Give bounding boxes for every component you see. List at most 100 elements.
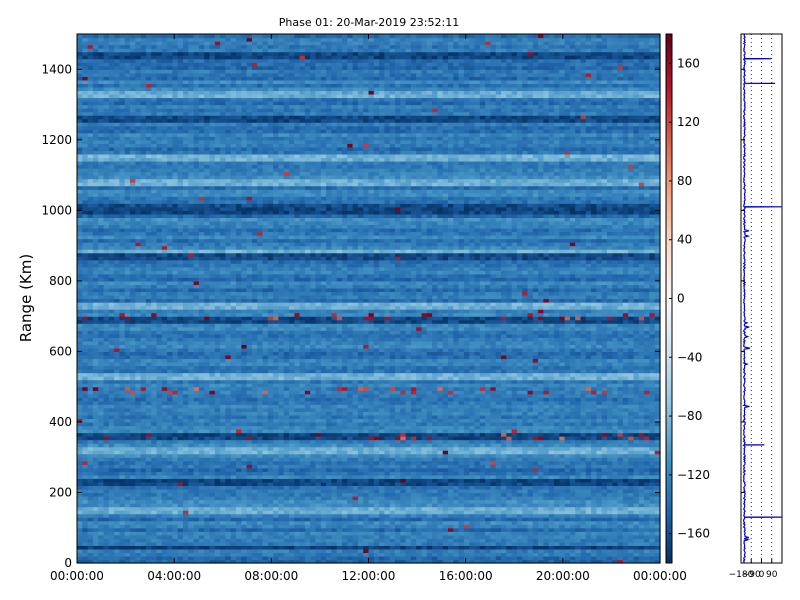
heatmap-cell — [210, 549, 216, 553]
heatmap-cell — [93, 478, 99, 482]
heatmap-cell — [602, 482, 608, 486]
heatmap-cell — [321, 447, 327, 451]
heatmap-cell — [649, 461, 655, 465]
heatmap-cell — [284, 507, 290, 511]
heatmap-cell — [162, 433, 168, 437]
heatmap-cell — [506, 528, 512, 532]
heatmap-cell — [88, 443, 94, 447]
heatmap-cell — [135, 457, 141, 461]
heatmap-cell — [204, 531, 210, 535]
heatmap-cell — [464, 450, 470, 454]
heatmap-cell — [639, 425, 645, 429]
heatmap-cell — [300, 404, 306, 408]
heatmap-cell — [618, 552, 624, 556]
heatmap-cell — [220, 475, 226, 479]
heatmap-cell — [559, 464, 565, 468]
heatmap-cell — [247, 408, 253, 412]
heatmap-cell — [443, 471, 449, 475]
heatmap-cell — [294, 443, 300, 447]
heatmap-cell — [98, 492, 104, 496]
heatmap-cell — [278, 478, 284, 482]
heatmap-cell — [581, 443, 587, 447]
heatmap-cell — [634, 475, 640, 479]
heatmap-cell — [146, 489, 152, 493]
heatmap-cell — [231, 450, 237, 454]
heatmap-cell — [88, 514, 94, 518]
heatmap-cell — [278, 538, 284, 542]
heatmap-cell — [130, 422, 136, 426]
heatmap-cell — [284, 450, 290, 454]
heatmap-cell — [347, 549, 353, 553]
heatmap-cell — [273, 500, 279, 504]
heatmap-cell — [517, 514, 523, 518]
heatmap-cell — [379, 500, 385, 504]
heatmap-cell — [310, 415, 316, 419]
heatmap-cell — [231, 492, 237, 496]
heatmap-cell — [268, 461, 274, 465]
heatmap-cell — [146, 517, 152, 521]
heatmap-cell — [88, 485, 94, 489]
heatmap-cell — [533, 457, 539, 461]
heatmap-cell — [374, 514, 380, 518]
heatmap-cell — [135, 415, 141, 419]
heatmap-cell — [104, 401, 110, 405]
heatmap-cell — [522, 489, 528, 493]
heatmap-cell — [395, 489, 401, 493]
heatmap-cell — [448, 545, 454, 549]
heatmap-cell — [98, 500, 104, 504]
heatmap-cell — [374, 478, 380, 482]
heatmap-cell — [278, 492, 284, 496]
heatmap-cell — [125, 549, 131, 553]
heatmap-cell — [172, 478, 178, 482]
heatmap-cell — [220, 436, 226, 440]
heatmap-cell — [257, 514, 263, 518]
heatmap-cell — [157, 542, 163, 546]
heatmap-cell — [559, 457, 565, 461]
heatmap-cell — [581, 500, 587, 504]
heatmap-cell — [146, 418, 152, 422]
heatmap-cell — [591, 531, 597, 535]
heatmap-cell — [263, 514, 269, 518]
heatmap-cell — [273, 440, 279, 444]
heatmap-cell — [596, 507, 602, 511]
heatmap-cell — [236, 535, 242, 539]
heatmap-cell — [241, 450, 247, 454]
heatmap-cell — [612, 475, 618, 479]
heatmap-cell — [172, 443, 178, 447]
heatmap-cell — [151, 425, 157, 429]
heatmap-cell — [575, 524, 581, 528]
heatmap-cell — [151, 447, 157, 451]
heatmap-cell — [215, 496, 221, 500]
heatmap-cell — [316, 514, 322, 518]
heatmap-cell — [469, 514, 475, 518]
heatmap-cell — [188, 443, 194, 447]
heatmap-cell — [104, 496, 110, 500]
heatmap-cell — [257, 489, 263, 493]
heatmap-cell — [353, 464, 359, 468]
heatmap-cell — [554, 471, 560, 475]
heatmap-cell — [649, 496, 655, 500]
heatmap-cell — [596, 475, 602, 479]
heatmap-cell — [130, 531, 136, 535]
heatmap-cell — [342, 461, 348, 465]
heatmap-cell — [210, 517, 216, 521]
heatmap-cell — [437, 545, 443, 549]
heatmap-cell — [183, 500, 189, 504]
heatmap-cell — [411, 507, 417, 511]
heatmap-cell — [151, 556, 157, 560]
heatmap-cell — [634, 514, 640, 518]
heatmap-cell — [141, 535, 147, 539]
heatmap-cell — [379, 478, 385, 482]
heatmap-cell — [437, 552, 443, 556]
heatmap-cell — [644, 531, 650, 535]
heatmap-cell — [469, 411, 475, 415]
heatmap-cell — [130, 436, 136, 440]
heatmap-cell — [273, 429, 279, 433]
heatmap-cell — [215, 454, 221, 458]
heatmap-cell — [162, 485, 168, 489]
heatmap-cell — [263, 489, 269, 493]
heatmap-cell — [220, 468, 226, 472]
heatmap-cell — [628, 408, 634, 412]
heatmap-cell — [411, 524, 417, 528]
heatmap-cell — [199, 489, 205, 493]
